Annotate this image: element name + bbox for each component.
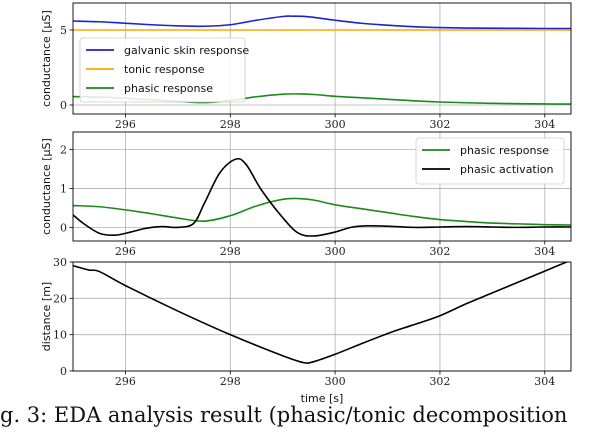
x-tick-label: 298 xyxy=(220,118,241,131)
x-tick-label: 304 xyxy=(534,118,555,131)
x-tick-label: 298 xyxy=(220,375,241,388)
y-tick-label: 10 xyxy=(53,329,67,342)
phasic-response-line xyxy=(73,197,571,226)
distance-line xyxy=(73,262,569,364)
x-tick-label: 304 xyxy=(534,245,555,258)
y-tick-label: 0 xyxy=(60,221,67,234)
legend-label: phasic response xyxy=(460,144,549,157)
x-tick-label: 300 xyxy=(325,118,346,131)
x-tick-label: 302 xyxy=(429,375,450,388)
x-tick-label: 296 xyxy=(115,245,136,258)
axes-frame xyxy=(72,131,572,242)
y-tick-label: 2 xyxy=(60,144,67,157)
legend-label: phasic activation xyxy=(460,163,554,176)
y-axis-label: distance [m] xyxy=(40,282,53,351)
x-tick-label: 300 xyxy=(325,375,346,388)
legend-box xyxy=(79,37,246,103)
x-tick-label: 298 xyxy=(220,245,241,258)
legend-box xyxy=(415,137,565,185)
y-tick-label: 30 xyxy=(53,256,67,269)
figure-caption: g. 3: EDA analysis result (phasic/tonic … xyxy=(0,403,568,427)
x-axis-label: time [s] xyxy=(301,392,344,405)
y-tick-label: 20 xyxy=(53,292,67,305)
axes-frame xyxy=(72,261,572,372)
x-tick-label: 304 xyxy=(534,375,555,388)
phasic-activation-line xyxy=(73,157,571,237)
galvanic-skin-response-line xyxy=(73,15,571,30)
y-axis-label: conductance [μS] xyxy=(40,138,53,235)
y-tick-label: 1 xyxy=(60,182,67,195)
y-tick-label: 0 xyxy=(60,99,67,112)
legend-label: galvanic skin response xyxy=(124,44,249,57)
x-tick-label: 302 xyxy=(429,245,450,258)
legend-label: tonic response xyxy=(124,63,205,76)
y-axis-label: conductance [μS] xyxy=(40,10,53,107)
legend-label: phasic response xyxy=(124,82,213,95)
x-tick-label: 300 xyxy=(325,245,346,258)
y-tick-label: 5 xyxy=(60,24,67,37)
x-tick-label: 302 xyxy=(429,118,450,131)
x-tick-label: 296 xyxy=(115,375,136,388)
x-tick-label: 296 xyxy=(115,118,136,131)
axes-frame xyxy=(72,2,572,115)
y-tick-label: 0 xyxy=(60,365,67,378)
